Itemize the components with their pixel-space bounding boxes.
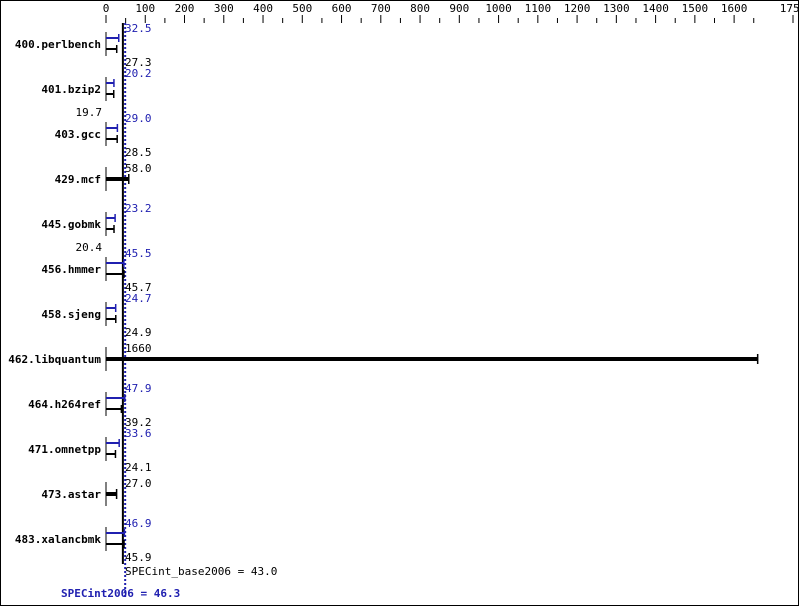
- x-tick-label: 200: [175, 2, 195, 15]
- x-tick-label: 700: [371, 2, 391, 15]
- benchmark-label: 473.astar: [41, 488, 101, 501]
- base-value-label: 24.9: [125, 326, 152, 339]
- x-tick-label: 0: [103, 2, 110, 15]
- peak-reference-label: SPECint2006 = 46.3: [61, 587, 180, 600]
- benchmark-label: 445.gobmk: [41, 218, 101, 231]
- benchmark-label: 471.omnetpp: [28, 443, 101, 456]
- benchmark-label: 403.gcc: [55, 128, 101, 141]
- x-tick-label: 1200: [564, 2, 591, 15]
- base-value-label: 19.7: [76, 106, 103, 119]
- base-value-label: 27.3: [125, 56, 152, 69]
- base-reference-label: SPECint_base2006 = 43.0: [125, 565, 277, 578]
- peak-value-label: 32.5: [125, 22, 152, 35]
- peak-value-label: 23.2: [125, 202, 152, 215]
- benchmark-label: 462.libquantum: [8, 353, 101, 366]
- peak-value-label: 20.2: [125, 67, 152, 80]
- x-tick-label: 1000: [485, 2, 512, 15]
- peak-value-label: 33.6: [125, 427, 152, 440]
- base-value-label: 39.2: [125, 416, 152, 429]
- base-value-label: 27.0: [125, 477, 152, 490]
- x-tick-label: 1600: [721, 2, 748, 15]
- base-value-label: 1660: [125, 342, 152, 355]
- x-tick-label: 500: [292, 2, 312, 15]
- peak-value-label: 46.9: [125, 517, 152, 530]
- base-value-label: 45.7: [125, 281, 152, 294]
- x-tick-label: 1300: [603, 2, 630, 15]
- peak-value-label: 47.9: [125, 382, 152, 395]
- x-tick-label: 1400: [642, 2, 669, 15]
- x-tick-label: 900: [449, 2, 469, 15]
- x-tick-label: 100: [135, 2, 155, 15]
- x-tick-label: 1750: [780, 2, 799, 15]
- x-tick-label: 600: [332, 2, 352, 15]
- x-tick-label: 1100: [525, 2, 552, 15]
- benchmark-label: 400.perlbench: [15, 38, 101, 51]
- base-value-label: 28.5: [125, 146, 152, 159]
- benchmark-label: 429.mcf: [55, 173, 101, 186]
- peak-value-label: 45.5: [125, 247, 152, 260]
- benchmark-label: 458.sjeng: [41, 308, 101, 321]
- peak-value-label: 24.7: [125, 292, 152, 305]
- x-tick-label: 300: [214, 2, 234, 15]
- benchmark-label: 464.h264ref: [28, 398, 101, 411]
- benchmark-label: 483.xalancbmk: [15, 533, 101, 546]
- benchmark-label: 401.bzip2: [41, 83, 101, 96]
- x-tick-label: 800: [410, 2, 430, 15]
- benchmark-label: 456.hmmer: [41, 263, 101, 276]
- base-value-label: 20.4: [76, 241, 103, 254]
- base-value-label: 58.0: [125, 162, 152, 175]
- x-tick-label: 1500: [682, 2, 709, 15]
- base-value-label: 24.1: [125, 461, 152, 474]
- x-tick-label: 400: [253, 2, 273, 15]
- base-value-label: 45.9: [125, 551, 152, 564]
- peak-value-label: 29.0: [125, 112, 152, 125]
